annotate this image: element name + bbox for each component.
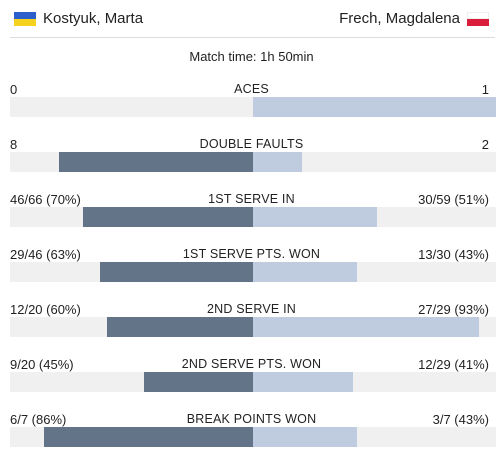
stat-label: 1ST SERVE PTS. WON [182,247,321,261]
stat-bar-right [253,317,479,337]
match-header: Kostyuk, Marta Frech, Magdalena [0,0,503,38]
stat-bar-right [253,262,358,282]
player-right-name[interactable]: Frech, Magdalena [339,10,460,27]
stat-right-value: 27/29 (93%) [418,302,489,317]
stat-bar-left [99,262,253,282]
poland-flag-icon [467,11,489,26]
stat-bar-right [253,207,377,227]
player-right[interactable]: Frech, Magdalena [339,10,489,27]
stat-bar-left [82,207,253,227]
stat-label: BREAK POINTS WON [186,412,317,426]
stat-row: 0 ACES 1 [0,78,503,122]
stat-row: 12/20 (60%) 2ND SERVE IN 27/29 (93%) [0,298,503,342]
stat-label: 1ST SERVE IN [208,192,295,206]
stat-right-value: 12/29 (41%) [418,357,489,372]
stat-right-value: 1 [481,82,489,97]
stat-left-value: 8 [10,137,18,152]
stat-bar-right [253,372,353,392]
match-time: Match time: 1h 50min [189,49,314,64]
stat-left-value: 29/46 (63%) [10,247,81,262]
stat-row: 46/66 (70%) 1ST SERVE IN 30/59 (51%) [0,188,503,232]
stat-bar-track [10,317,496,337]
stat-bar-left [58,152,253,172]
stat-bar-left [143,372,253,392]
stat-row: 8 DOUBLE FAULTS 2 [0,133,503,177]
stat-right-value: 2 [481,137,489,152]
stat-label: 2ND SERVE IN [206,302,296,316]
stat-row: 29/46 (63%) 1ST SERVE PTS. WON 13/30 (43%) [0,243,503,287]
stat-bar-track [10,372,496,392]
player-left-name[interactable]: Kostyuk, Marta [43,10,144,27]
stat-bar-track [10,97,496,117]
stat-bar-track [10,207,496,227]
ukraine-flag-icon [14,11,36,26]
stat-left-value: 46/66 (70%) [10,192,81,207]
stat-right-value: 13/30 (43%) [418,247,489,262]
stat-bar-left [44,427,253,447]
stat-bar-track [10,262,496,282]
header-divider [10,37,495,38]
stat-bar-right [253,97,496,117]
stat-bar-track [10,152,496,172]
stat-label: ACES [234,82,269,96]
stat-bar-right [253,427,358,447]
stat-bar-right [253,152,302,172]
stat-left-value: 6/7 (86%) [10,412,67,427]
stat-right-value: 30/59 (51%) [418,192,489,207]
stat-row: 9/20 (45%) 2ND SERVE PTS. WON 12/29 (41%) [0,353,503,397]
player-left[interactable]: Kostyuk, Marta [14,10,143,27]
stat-left-value: 9/20 (45%) [10,357,74,372]
stat-label: 2ND SERVE PTS. WON [181,357,322,371]
stat-row: 6/7 (86%) BREAK POINTS WON 3/7 (43%) [0,408,503,452]
stat-left-value: 12/20 (60%) [10,302,81,317]
stat-label: DOUBLE FAULTS [199,137,304,151]
stat-bar-left [107,317,253,337]
stat-bar-track [10,427,496,447]
stat-left-value: 0 [10,82,18,97]
stat-right-value: 3/7 (43%) [432,412,489,427]
